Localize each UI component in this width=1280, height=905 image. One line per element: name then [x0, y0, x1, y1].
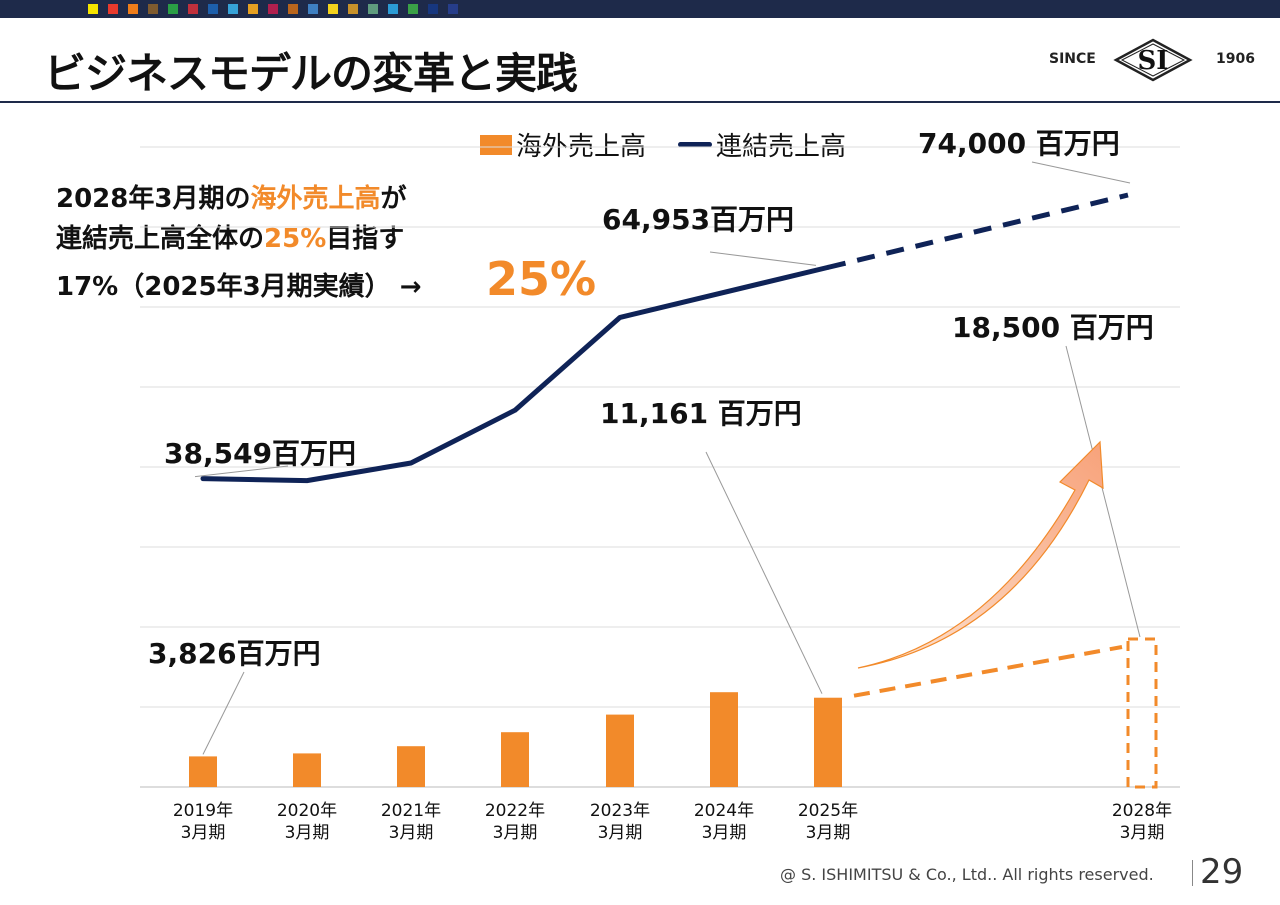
bar — [397, 746, 425, 787]
callout-leader-line — [194, 465, 289, 478]
description-text: が — [380, 184, 407, 214]
color-swatch — [308, 4, 318, 14]
x-tick-label: 2022年 3月期 — [484, 801, 546, 843]
color-swatch — [148, 4, 158, 14]
callout-consolidated-2019: 38,549百万円 — [164, 437, 357, 470]
consolidated-sales-line — [200, 264, 831, 484]
logo-diamond-icon — [1113, 38, 1193, 82]
callout-consolidated-2028: 74,000 百万円 — [918, 127, 1120, 160]
x-tick-label: 2021年 3月期 — [380, 801, 442, 843]
description-line-2: 連結売上高全体の25%目指す — [56, 218, 404, 255]
description-highlight: 海外売上高 — [250, 184, 381, 214]
logo-since-label: SINCE — [1049, 51, 1096, 67]
callout-leader-line — [705, 451, 823, 694]
x-tick-label: 2025年 3月期 — [797, 801, 859, 843]
x-tick-label: 2019年 3月期 — [172, 801, 234, 843]
bar — [189, 756, 217, 787]
callout-leader-line — [1031, 161, 1131, 184]
color-swatch — [208, 4, 218, 14]
consolidated-projection-line — [827, 192, 1129, 270]
color-swatch — [448, 4, 458, 14]
bar — [606, 714, 634, 787]
callout-leader-line — [709, 251, 817, 266]
color-swatch — [368, 4, 378, 14]
bar — [293, 753, 321, 787]
x-tick-label: 2020年 3月期 — [276, 801, 338, 843]
callout-overseas-2019: 3,826百万円 — [148, 637, 321, 670]
callout-overseas-2025: 11,161 百万円 — [600, 397, 802, 430]
color-swatch — [248, 4, 258, 14]
x-tick-label: 2024年 3月期 — [693, 801, 755, 843]
color-swatch — [188, 4, 198, 14]
color-swatch — [408, 4, 418, 14]
bar — [710, 692, 738, 787]
top-color-bar — [0, 0, 1280, 18]
color-swatch — [428, 4, 438, 14]
callout-consolidated-2025: 64,953百万円 — [602, 203, 795, 236]
x-tick-label: 2023年 3月期 — [589, 801, 651, 843]
color-swatch — [268, 4, 278, 14]
page-title: ビジネスモデルの変革と実践 — [44, 49, 578, 98]
color-swatch — [348, 4, 358, 14]
x-tick-label: 2028年 3月期 — [1111, 801, 1173, 843]
growth-arrow-icon — [857, 440, 1104, 669]
target-percentage: 25% — [486, 252, 597, 306]
description-highlight: 25% — [264, 224, 327, 254]
color-swatch — [388, 4, 398, 14]
logo-mark: SI — [1138, 46, 1169, 76]
legend-line-swatch — [678, 142, 712, 147]
title-underline — [0, 101, 1280, 103]
copyright-text: @ S. ISHIMITSU & Co., Ltd.. All rights r… — [780, 865, 1154, 884]
overseas-projection-line — [853, 645, 1123, 698]
color-swatch — [168, 4, 178, 14]
callout-leader-line — [1065, 345, 1141, 638]
description-line-1: 2028年3月期の海外売上高が — [56, 178, 407, 215]
page-number: 29 — [1200, 852, 1244, 892]
color-swatch — [88, 4, 98, 14]
description-text: 2028年3月期の — [56, 184, 251, 214]
legend-bar-swatch — [480, 134, 512, 155]
bar — [814, 697, 842, 787]
description-text: 連結売上高全体の — [56, 224, 265, 254]
bar-target-2028 — [1126, 637, 1158, 789]
color-swatch — [328, 4, 338, 14]
color-swatch — [228, 4, 238, 14]
bar — [501, 732, 529, 787]
color-swatch — [288, 4, 298, 14]
callout-overseas-2028: 18,500 百万円 — [952, 311, 1154, 344]
description-line-3: 17%（2025年3月期実績） → — [56, 272, 422, 302]
description-text: 目指す — [326, 224, 405, 254]
color-swatch — [128, 4, 138, 14]
callout-leader-line — [202, 671, 245, 755]
color-swatch — [108, 4, 118, 14]
page-number-divider — [1192, 860, 1193, 886]
logo-year-label: 1906 — [1216, 51, 1255, 67]
company-logo: SI — [1113, 38, 1193, 82]
